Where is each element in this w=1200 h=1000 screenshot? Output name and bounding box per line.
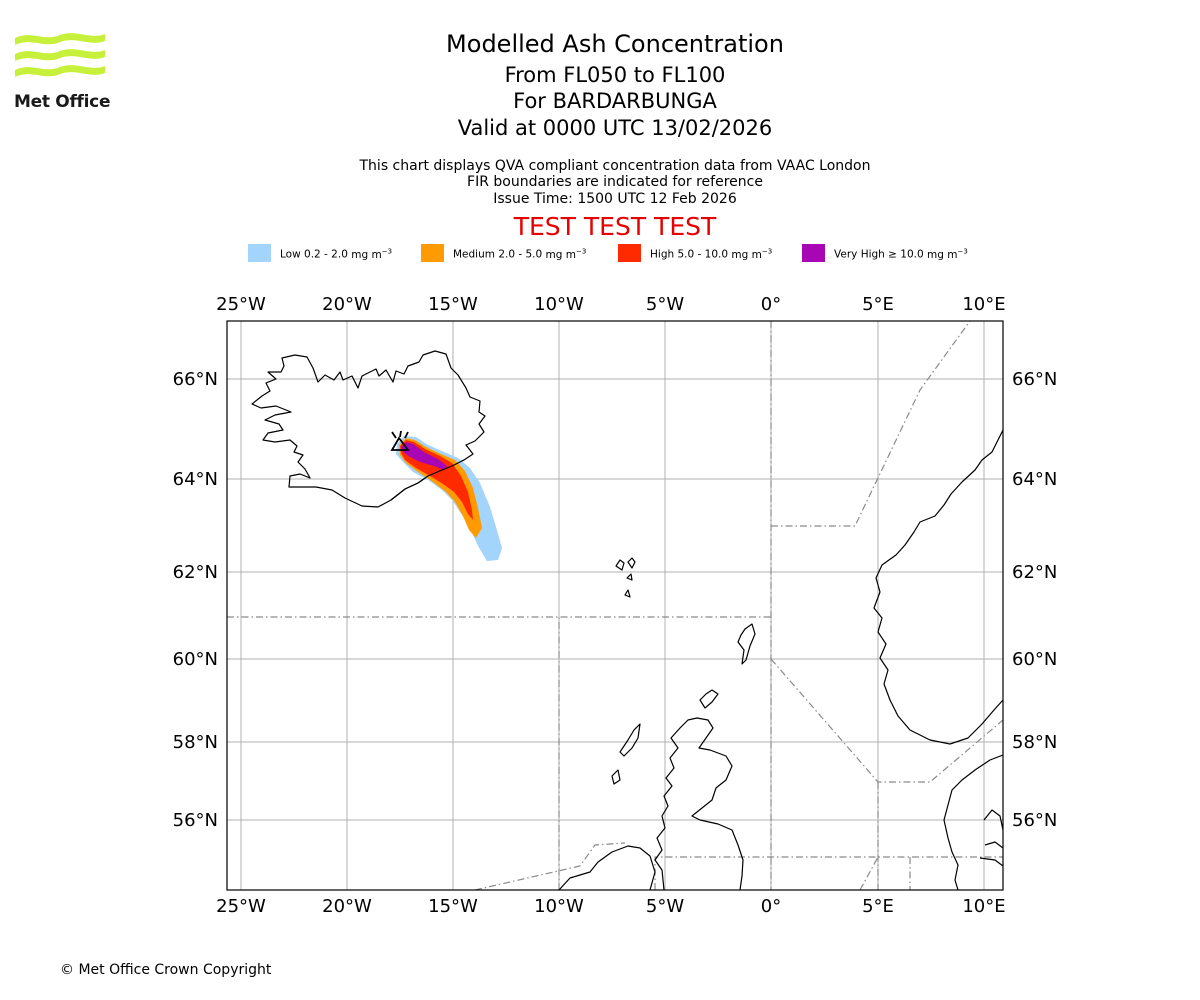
met-office-logo: Met Office — [14, 30, 114, 112]
lon-labels-top: 25°W 20°W 15°W 10°W 5°W 0° 5°E 10°E — [216, 294, 1005, 315]
lon-label: 25°W — [216, 896, 266, 917]
legend-label-high: High 5.0 - 10.0 — [650, 248, 729, 261]
lat-label: 62°N — [1012, 562, 1057, 583]
coast-faroe-4 — [624, 589, 631, 598]
coast-hebrides-2 — [611, 769, 621, 785]
legend-swatch-very-high — [802, 244, 825, 262]
volcano-triangle-icon — [390, 430, 410, 451]
lat-label: 60°N — [1012, 649, 1057, 670]
issue-time: Issue Time: 1500 UTC 12 Feb 2026 — [493, 191, 737, 207]
test-banner: TEST TEST TEST — [513, 212, 717, 241]
legend-swatch-medium — [421, 244, 444, 262]
lon-label: 10°W — [534, 294, 584, 315]
lon-label: 5°E — [862, 896, 894, 917]
fir-boundary-55n — [654, 856, 1003, 890]
lon-label: 5°E — [862, 294, 894, 315]
ash-very-high — [401, 442, 447, 470]
coast-norway-south — [943, 754, 1003, 890]
lat-label: 62°N — [173, 562, 218, 583]
lat-label: 66°N — [173, 369, 218, 390]
map-frame — [226, 320, 1004, 891]
valid-time: Valid at 0000 UTC 13/02/2026 — [457, 116, 773, 140]
lon-label: 15°W — [428, 294, 478, 315]
lat-label: 66°N — [1012, 369, 1057, 390]
coast-ireland — [558, 845, 656, 890]
lat-label: 58°N — [173, 732, 218, 753]
lon-labels-bottom: 25°W 20°W 15°W 10°W 5°W 0° 5°E 10°E — [216, 896, 1005, 917]
lon-label: 0° — [761, 896, 781, 917]
note-qva: This chart displays QVA compliant concen… — [359, 158, 871, 174]
lat-label: 60°N — [173, 649, 218, 670]
lon-label: 5°W — [646, 896, 684, 917]
legend-swatch-high — [618, 244, 641, 262]
copyright: © Met Office Crown Copyright — [60, 962, 272, 978]
note-fir: FIR boundaries are indicated for referen… — [467, 174, 763, 190]
coast-faroe-3 — [626, 573, 633, 581]
fir-boundary-ireland — [474, 842, 626, 890]
flight-level-range: From FL050 to FL100 — [504, 63, 726, 87]
lon-label: 10°E — [962, 896, 1005, 917]
lon-label: 20°W — [322, 294, 372, 315]
chart-title: Modelled Ash Concentration — [446, 30, 784, 58]
lat-label: 58°N — [1012, 732, 1057, 753]
lat-labels-right: 66°N 64°N 62°N 60°N 58°N 56°N — [1012, 369, 1057, 831]
lat-label: 56°N — [173, 810, 218, 831]
fir-boundaries — [227, 321, 1003, 890]
lat-label: 64°N — [1012, 469, 1057, 490]
fir-boundary-norway-south — [770, 658, 1003, 783]
lon-label: 0° — [761, 294, 781, 315]
lon-label: 20°W — [322, 896, 372, 917]
legend-label-medium: Medium 2.0 - 5.0 — [453, 248, 543, 261]
lon-label: 5°W — [646, 294, 684, 315]
coast-norway — [873, 429, 1003, 745]
coast-denmark — [979, 809, 1003, 867]
lon-label: 10°W — [534, 896, 584, 917]
coast-iceland-overlay — [390, 459, 465, 501]
legend-label-very-high: Very High ≥ 10.0 — [834, 248, 924, 261]
lat-label: 64°N — [173, 469, 218, 490]
legend-label-low: Low 0.2 - 2.0 — [280, 248, 348, 261]
met-office-waves-icon — [15, 33, 105, 77]
coast-hebrides — [619, 723, 641, 757]
legend-unit: mg m — [351, 248, 382, 261]
lon-label: 10°E — [962, 294, 1005, 315]
lat-label: 56°N — [1012, 810, 1057, 831]
coast-faroe-2 — [627, 557, 636, 569]
ash-plume — [396, 436, 502, 561]
coast-faroe-1 — [615, 559, 625, 571]
logo-text: Met Office — [14, 92, 111, 112]
coast-shetland — [737, 623, 756, 665]
fir-boundary-north-sea — [859, 856, 879, 890]
lon-label: 15°W — [428, 896, 478, 917]
coastlines — [251, 350, 1003, 890]
map-grid — [227, 321, 1003, 890]
lon-label: 25°W — [216, 294, 266, 315]
coast-orkney — [699, 689, 719, 709]
coast-scotland — [654, 717, 744, 890]
lat-labels-left: 66°N 64°N 62°N 60°N 58°N 56°N — [173, 369, 218, 831]
fir-boundary-norway-north — [771, 321, 971, 527]
volcano-name: For BARDARBUNGA — [513, 89, 717, 113]
legend-swatch-low — [248, 244, 271, 262]
legend-unit-exp: −3 — [381, 247, 393, 255]
